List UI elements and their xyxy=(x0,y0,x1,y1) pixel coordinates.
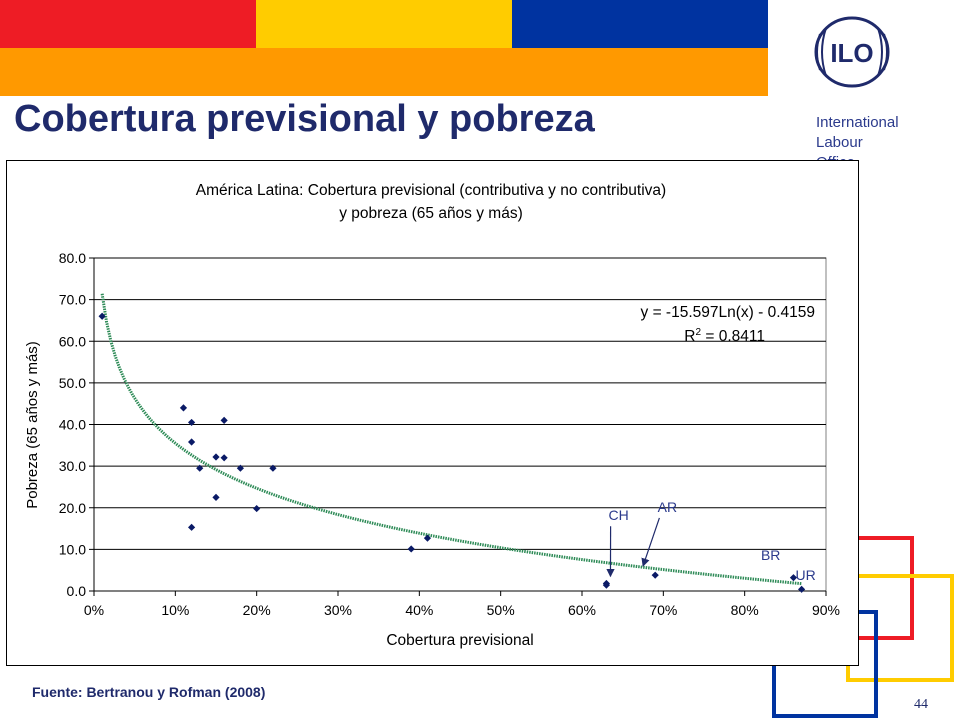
data-point xyxy=(212,493,220,501)
annotation-label: UR xyxy=(796,567,816,583)
y-tick-label: 30.0 xyxy=(59,458,86,474)
y-tick-label: 80.0 xyxy=(59,250,86,266)
x-tick-label: 30% xyxy=(324,602,352,618)
y-axis-label: Pobreza (65 años y más) xyxy=(24,341,41,509)
annotations: CH AR BR UR xyxy=(606,499,816,583)
data-point xyxy=(423,534,432,542)
data-point xyxy=(212,453,220,461)
x-tick-label: 90% xyxy=(812,602,840,618)
y-tick-label: 40.0 xyxy=(59,417,86,433)
y-tick-label: 0.0 xyxy=(67,583,87,599)
page-number: 44 xyxy=(914,697,928,712)
annotation-label: BR xyxy=(761,547,780,563)
trend-equation: y = -15.597Ln(x) - 0.4159 xyxy=(641,304,815,321)
annotation-label: AR xyxy=(658,499,677,515)
y-tick-label: 10.0 xyxy=(59,541,86,557)
chart-container: América Latina: Cobertura previsional (c… xyxy=(6,160,859,666)
trend-r2-value: = 0.8411 xyxy=(701,328,765,345)
x-tick-label: 10% xyxy=(161,602,189,618)
x-tick-label: 80% xyxy=(731,602,759,618)
data-point xyxy=(98,312,106,320)
data-point xyxy=(196,464,204,472)
y-tick-label: 50.0 xyxy=(59,375,86,391)
annotation-label: CH xyxy=(608,507,628,523)
data-point xyxy=(407,545,415,553)
ilo-logo: ILO xyxy=(806,14,898,99)
annotation-arrow xyxy=(641,517,660,567)
x-tick-label: 60% xyxy=(568,602,596,618)
data-point xyxy=(602,579,610,588)
scatter-chart: América Latina: Cobertura previsional (c… xyxy=(24,182,840,649)
y-tick-label: 20.0 xyxy=(59,500,86,516)
data-point xyxy=(651,571,659,579)
band-red xyxy=(0,0,256,48)
data-point xyxy=(798,585,806,593)
page-title: Cobertura previsional y pobreza xyxy=(14,98,595,140)
trendline-curve xyxy=(100,293,802,586)
x-tick-label: 0% xyxy=(84,602,104,618)
trend-r2-sup: 2 xyxy=(696,327,702,338)
x-tick-label: 20% xyxy=(243,602,271,618)
data-point xyxy=(220,416,228,424)
data-point xyxy=(188,523,196,531)
x-tick-label: 50% xyxy=(487,602,515,618)
gridlines xyxy=(94,257,826,550)
data-point xyxy=(236,464,244,472)
trend-r2: R2 = 0.8411 xyxy=(684,327,765,345)
data-point xyxy=(188,438,196,446)
trendline xyxy=(100,293,802,586)
band-orange xyxy=(0,48,768,96)
org-line-1: International xyxy=(816,114,899,131)
trend-r2-label: R xyxy=(684,328,695,345)
x-axis-label: Cobertura previsional xyxy=(386,632,533,649)
chart-title-line-2: y pobreza (65 años y más) xyxy=(339,205,523,222)
org-line-2: Labour xyxy=(816,134,863,151)
axes: 0.0 10.0 20.0 30.0 40.0 50.0 60.0 70.0 80.0 0% 10%… xyxy=(59,250,840,618)
band-blue xyxy=(512,0,768,48)
y-tick-label: 70.0 xyxy=(59,292,86,308)
data-point xyxy=(789,574,798,582)
logo-text: ILO xyxy=(830,38,873,68)
source-note: Fuente: Bertranou y Rofman (2008) xyxy=(32,684,266,700)
data-point xyxy=(188,418,196,427)
y-tick-label: 60.0 xyxy=(59,333,86,349)
data-point xyxy=(269,464,277,472)
data-point xyxy=(220,454,228,462)
x-tick-label: 40% xyxy=(405,602,433,618)
band-yellow xyxy=(256,0,512,48)
chart-title-line-1: América Latina: Cobertura previsional (c… xyxy=(196,182,666,199)
x-tick-label: 70% xyxy=(649,602,677,618)
